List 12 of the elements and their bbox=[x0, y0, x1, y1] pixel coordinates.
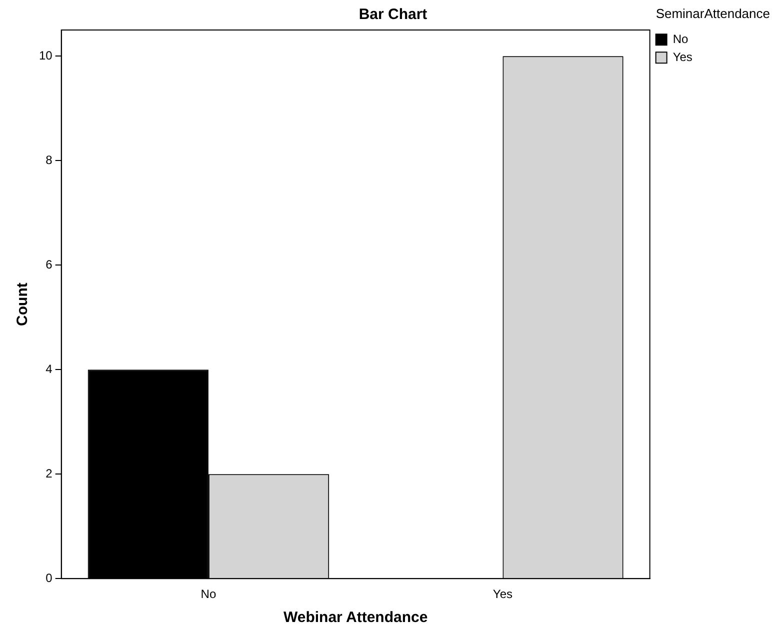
y-tick-label: 2 bbox=[46, 466, 53, 480]
y-tick-label: 10 bbox=[38, 48, 53, 62]
legend-title: SeminarAttendance bbox=[656, 6, 770, 22]
x-axis-title: Webinar Attendance bbox=[283, 609, 428, 626]
legend-label: Yes bbox=[672, 50, 692, 64]
y-tick-label: 0 bbox=[46, 570, 53, 585]
y-tick-label: 6 bbox=[46, 257, 53, 272]
legend-label: No bbox=[672, 32, 688, 46]
y-axis-title: Count bbox=[14, 282, 32, 326]
y-tick-label: 8 bbox=[46, 152, 53, 167]
chart-title: Bar Chart bbox=[358, 6, 428, 24]
y-tick-label: 4 bbox=[46, 362, 53, 376]
